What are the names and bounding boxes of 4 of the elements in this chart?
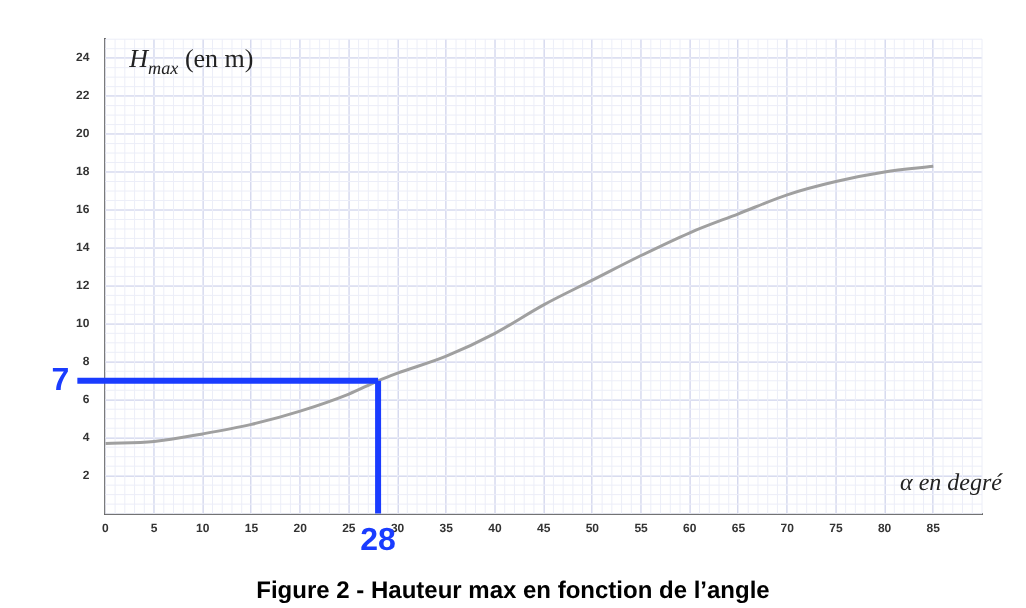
line-series (105, 164, 935, 445)
x-axis-title: α en degré (900, 467, 1004, 496)
ref-line-label: 7 (51, 363, 70, 398)
text: Figure 2 - Hauteur max en fonction de l’angle (254, 576, 772, 604)
